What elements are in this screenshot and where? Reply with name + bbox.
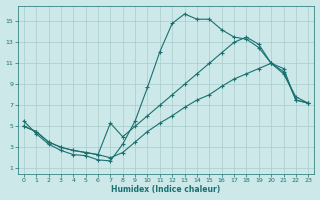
X-axis label: Humidex (Indice chaleur): Humidex (Indice chaleur) <box>111 185 221 194</box>
